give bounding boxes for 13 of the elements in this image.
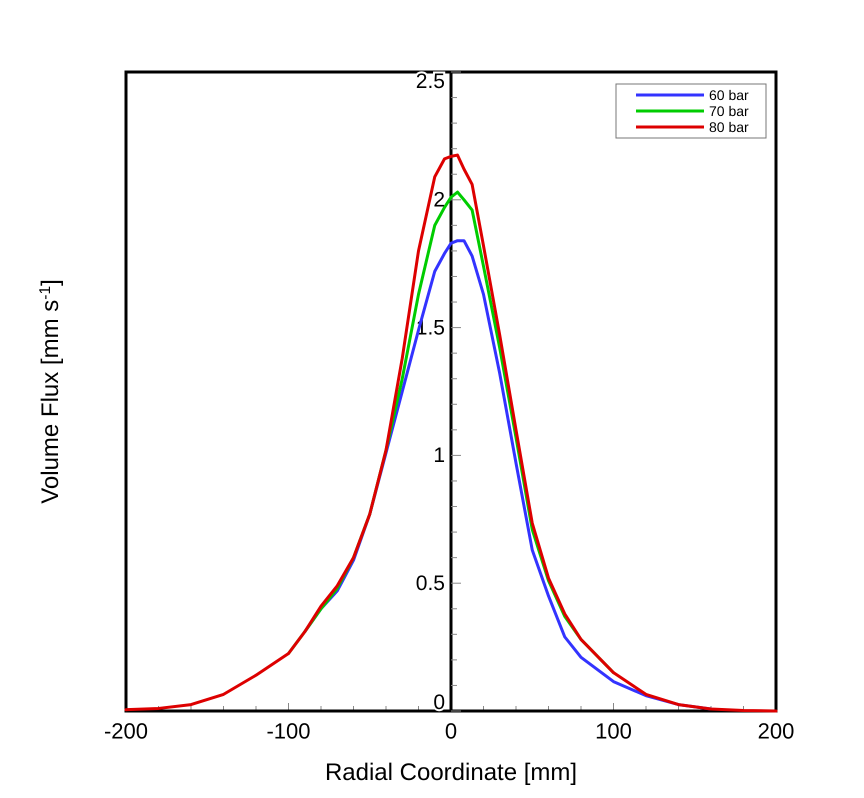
- y-tick-label: 2: [433, 188, 445, 212]
- x-tick-label: 100: [595, 718, 632, 744]
- y-tick-label: 0.5: [416, 572, 445, 595]
- y-tick-label: 1: [433, 444, 445, 468]
- y-tick-label: 0: [433, 690, 445, 714]
- x-tick-label: 200: [758, 718, 794, 744]
- x-axis-title: Radial Coordinate [mm]: [324, 759, 578, 786]
- x-tick-label: -100: [266, 718, 311, 744]
- x-tick-label: -200: [104, 718, 148, 744]
- y-tick-label: 2.5: [416, 70, 445, 93]
- legend-label: 80 bar: [709, 119, 750, 135]
- legend-label: 60 bar: [709, 87, 750, 103]
- legend-label: 70 bar: [709, 103, 750, 119]
